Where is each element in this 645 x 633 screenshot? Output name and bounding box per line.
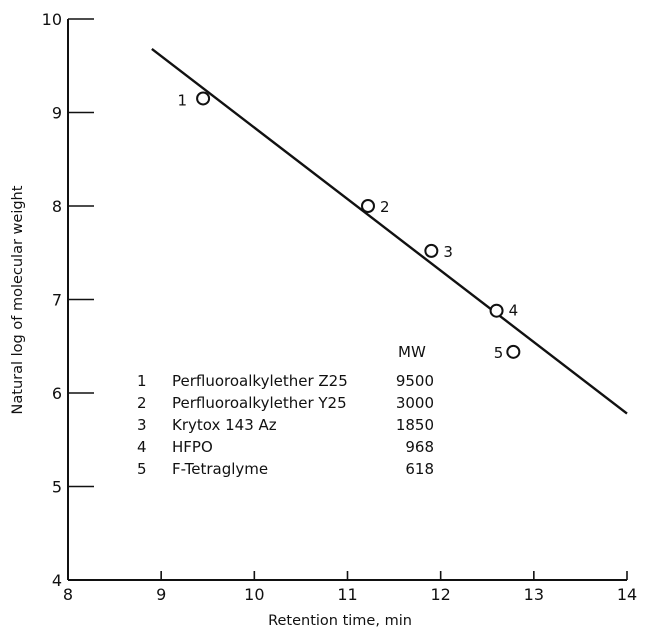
legend-name: Perfluoroalkylether Y25 xyxy=(172,394,347,412)
point-label-1: 1 xyxy=(178,91,188,109)
legend-row: 1 Perfluoroalkylether Z25 9500 xyxy=(137,372,434,390)
y-tick-label: 7 xyxy=(52,291,62,310)
x-tick-label: 11 xyxy=(337,585,357,604)
y-axis-title: Natural log of molecular weight xyxy=(10,185,26,414)
y-ticks: 4 5 6 7 8 9 10 xyxy=(42,10,94,590)
x-tick-label: 13 xyxy=(524,585,544,604)
y-tick-label: 4 xyxy=(52,571,62,590)
legend-name: Krytox 143 Az xyxy=(172,416,277,434)
legend-number: 4 xyxy=(137,438,147,456)
y-tick-label: 5 xyxy=(52,478,62,497)
legend-name: HFPO xyxy=(172,438,213,456)
x-tick-label: 9 xyxy=(156,585,166,604)
legend-rows: 1 Perfluoroalkylether Z25 9500 2 Perfluoroal… xyxy=(137,372,434,478)
legend-row: 3 Krytox 143 Az 1850 xyxy=(137,416,434,434)
x-tick-label: 12 xyxy=(430,585,450,604)
legend-mw: 3000 xyxy=(396,394,434,412)
x-tick-label: 8 xyxy=(63,585,73,604)
data-point-3 xyxy=(424,243,439,258)
legend-mw: 1850 xyxy=(396,416,434,434)
data-point-1 xyxy=(196,91,211,106)
legend-name: F-Tetraglyme xyxy=(172,460,268,478)
legend: MW 1 Perfluoroalkylether Z25 9500 2 Perfluor… xyxy=(137,343,434,478)
x-tick-label: 10 xyxy=(244,585,264,604)
axes xyxy=(67,19,627,581)
legend-row: 4 HFPO 968 xyxy=(137,438,434,456)
legend-number: 3 xyxy=(137,416,147,434)
y-tick-label: 8 xyxy=(52,197,62,216)
x-ticks: 8 9 10 11 12 13 14 xyxy=(63,571,637,604)
legend-row: 5 F-Tetraglyme 618 xyxy=(137,460,434,478)
y-tick-label: 9 xyxy=(52,104,62,123)
data-points: 1 2 3 4 5 xyxy=(178,91,521,362)
point-label-5: 5 xyxy=(494,344,504,362)
data-point-4 xyxy=(489,303,504,318)
data-point-2 xyxy=(360,199,375,213)
legend-mw: 618 xyxy=(405,460,434,478)
legend-mw: 968 xyxy=(405,438,434,456)
legend-mw-header: MW xyxy=(398,343,426,361)
x-tick-label: 14 xyxy=(617,585,637,604)
legend-mw: 9500 xyxy=(396,372,434,390)
y-tick-label: 6 xyxy=(52,384,62,403)
point-label-2: 2 xyxy=(380,198,390,216)
legend-number: 2 xyxy=(137,394,147,412)
y-tick-label: 10 xyxy=(42,10,62,29)
legend-number: 5 xyxy=(137,460,147,478)
x-axis-title: Retention time, min xyxy=(268,613,412,629)
point-label-4: 4 xyxy=(509,302,519,320)
regression-line xyxy=(151,47,628,415)
legend-name: Perfluoroalkylether Z25 xyxy=(172,372,348,390)
legend-row: 2 Perfluoroalkylether Y25 3000 xyxy=(137,394,434,412)
legend-number: 1 xyxy=(137,372,147,390)
point-label-3: 3 xyxy=(443,243,453,261)
data-point-5 xyxy=(506,344,521,359)
